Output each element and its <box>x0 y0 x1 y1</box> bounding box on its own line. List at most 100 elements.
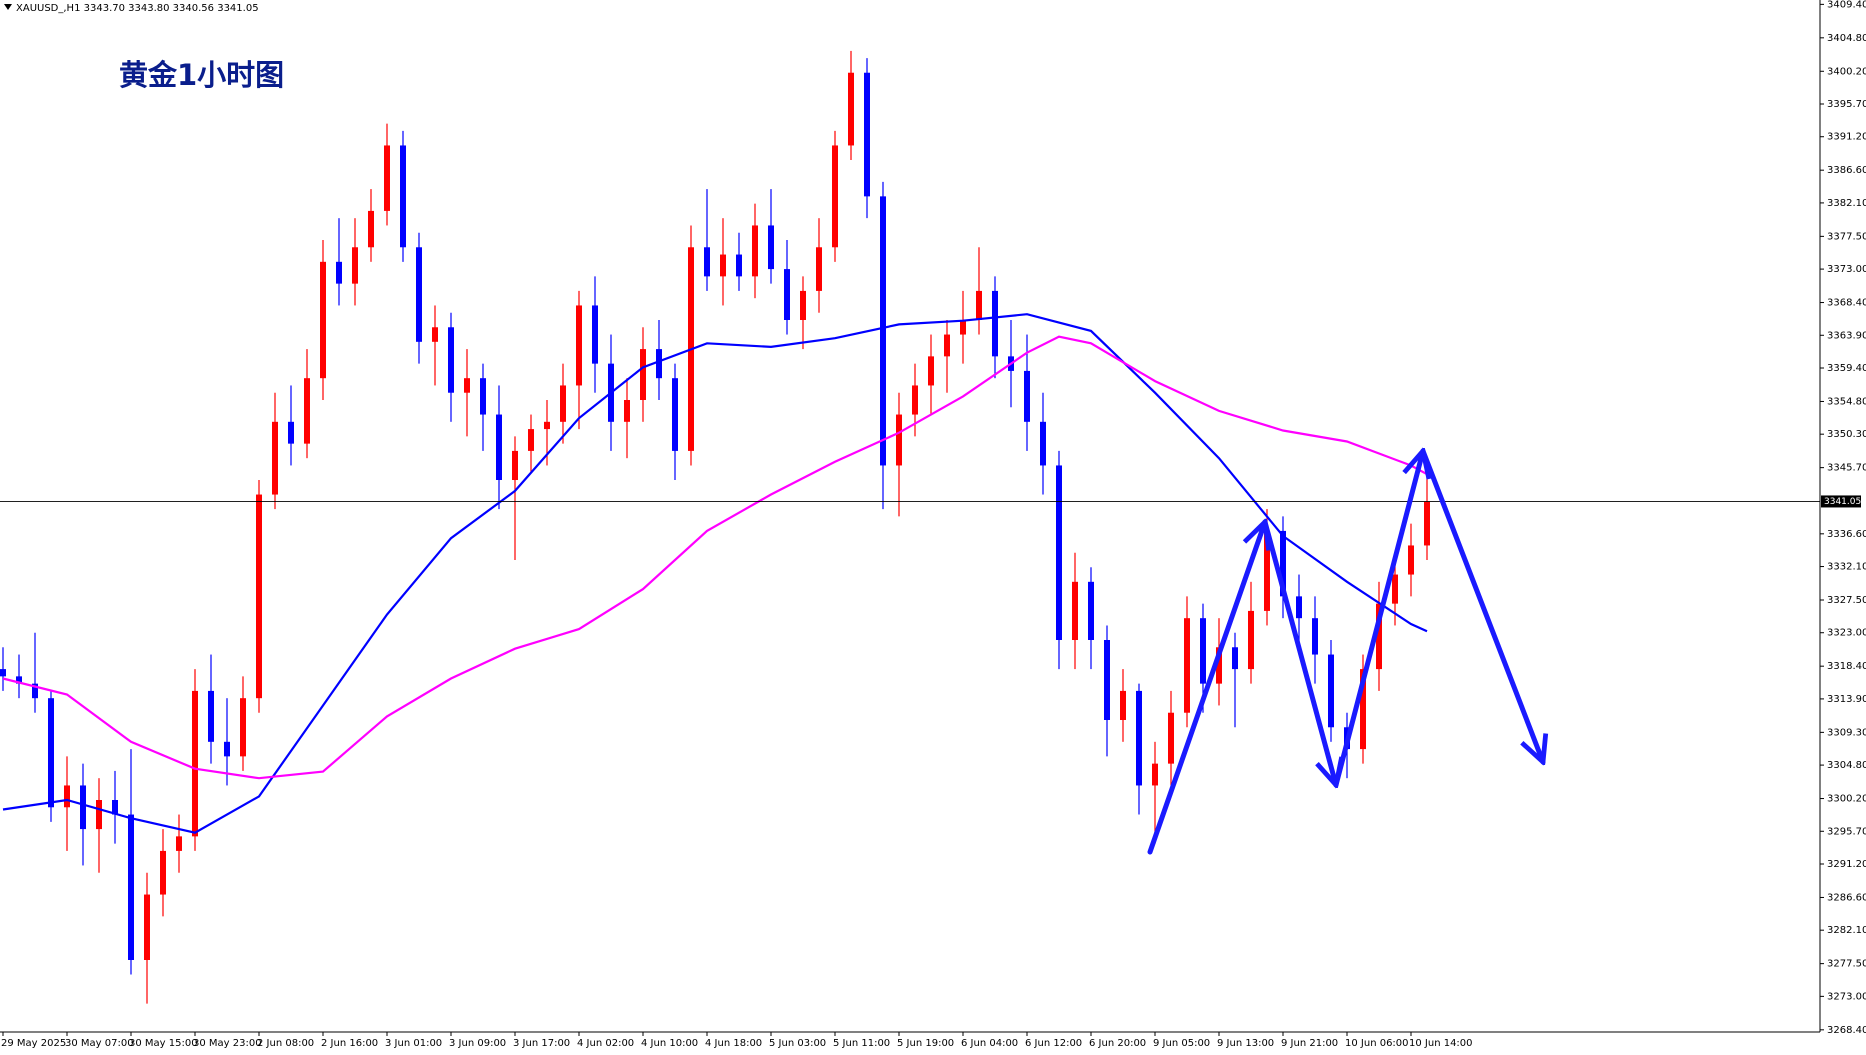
candle-body <box>896 414 902 466</box>
x-tick-label: 4 Jun 18:00 <box>705 1038 762 1049</box>
candle-body <box>288 421 294 444</box>
x-tick-label: 10 Jun 14:00 <box>1409 1038 1473 1049</box>
x-tick-label: 5 Jun 03:00 <box>769 1038 826 1049</box>
candle-body <box>544 421 550 430</box>
y-tick-label: 3318.40 <box>1827 661 1866 672</box>
candle-body <box>1376 603 1382 670</box>
candle-body <box>224 741 230 757</box>
y-tick-label: 3291.20 <box>1827 859 1866 870</box>
chart-header: XAUUSD_,H1 3343.70 3343.80 3340.56 3341.… <box>16 3 259 14</box>
candle-body <box>528 429 534 451</box>
candle-body <box>256 494 262 699</box>
candle-body <box>128 814 134 960</box>
arrow <box>1420 448 1543 762</box>
candle-body <box>1360 669 1366 750</box>
arrow <box>1147 522 1265 855</box>
y-tick-label: 3377.50 <box>1827 231 1866 242</box>
y-tick-label: 3313.90 <box>1827 694 1866 705</box>
candle-body <box>1392 574 1398 604</box>
candle-body <box>1184 618 1190 713</box>
candle-body <box>1280 530 1286 597</box>
candle-body <box>864 72 870 197</box>
candle-body <box>112 800 118 815</box>
candle-body <box>848 72 854 146</box>
candle-body <box>816 247 822 291</box>
candle-body <box>240 698 246 757</box>
x-tick-label: 3 Jun 09:00 <box>449 1038 506 1049</box>
candle-body <box>1104 640 1110 720</box>
candle-body <box>272 421 278 495</box>
y-tick-label: 3332.10 <box>1827 562 1866 573</box>
candle-body <box>304 378 310 444</box>
candle-body <box>1408 545 1414 575</box>
candle-body <box>368 210 374 248</box>
candle-body <box>1040 421 1046 466</box>
candle-body <box>432 327 438 342</box>
y-tick-label: 3268.40 <box>1827 1025 1866 1036</box>
x-tick-label: 3 Jun 17:00 <box>513 1038 570 1049</box>
candle-body <box>1216 647 1222 684</box>
moving-average-line <box>2 313 1428 834</box>
candle-body <box>1312 618 1318 655</box>
candle-body <box>512 450 518 480</box>
y-tick-label: 3277.50 <box>1827 959 1866 970</box>
candle-body <box>1328 654 1334 728</box>
x-tick-label: 6 Jun 20:00 <box>1089 1038 1146 1049</box>
x-tick-label: 29 May 2025 <box>1 1038 66 1049</box>
x-tick-label: 30 May 15:00 <box>129 1038 198 1049</box>
candle-body <box>32 683 38 699</box>
x-tick-label: 9 Jun 21:00 <box>1281 1038 1338 1049</box>
candle-body <box>160 850 166 895</box>
candle-body <box>1152 763 1158 786</box>
x-tick-label: 5 Jun 19:00 <box>897 1038 954 1049</box>
y-tick-label: 3309.30 <box>1827 727 1866 738</box>
y-tick-label: 3273.00 <box>1827 991 1866 1002</box>
candle-body <box>176 836 182 851</box>
y-tick-label: 3382.10 <box>1827 198 1866 209</box>
candle-body <box>192 690 198 837</box>
candle-body <box>928 356 934 386</box>
candle-body <box>960 320 966 335</box>
y-tick-label: 3354.80 <box>1827 396 1866 407</box>
y-tick-label: 3391.20 <box>1827 132 1866 143</box>
candle-body <box>752 225 758 277</box>
y-tick-label: 3409.40 <box>1827 0 1866 10</box>
x-tick-label: 6 Jun 12:00 <box>1025 1038 1082 1049</box>
last-price-label: 3341.05 <box>1824 497 1861 507</box>
candle-body <box>1232 647 1238 670</box>
candle-body <box>48 698 54 808</box>
y-tick-label: 3286.60 <box>1827 892 1866 903</box>
chart-title: 黄金1小时图 <box>119 58 284 92</box>
y-tick-label: 3345.70 <box>1827 463 1866 474</box>
candle-body <box>320 261 326 379</box>
y-tick-label: 3395.70 <box>1827 99 1866 110</box>
x-tick-label: 6 Jun 04:00 <box>961 1038 1018 1049</box>
x-tick-label: 10 Jun 06:00 <box>1345 1038 1409 1049</box>
candle-body <box>16 676 22 684</box>
y-tick-label: 3323.00 <box>1827 628 1866 639</box>
candle-body <box>64 785 70 808</box>
candle-body <box>656 349 662 379</box>
candle-body <box>352 247 358 284</box>
candle-body <box>0 669 6 677</box>
candle-body <box>768 225 774 270</box>
x-tick-label: 4 Jun 10:00 <box>641 1038 698 1049</box>
x-tick-label: 5 Jun 11:00 <box>833 1038 890 1049</box>
candle-body <box>672 378 678 451</box>
x-tick-label: 9 Jun 13:00 <box>1217 1038 1274 1049</box>
candle-body <box>800 290 806 320</box>
y-tick-label: 3327.50 <box>1827 595 1866 606</box>
candle-body <box>592 305 598 364</box>
symbol-icon <box>4 4 12 10</box>
candle-body <box>880 196 886 466</box>
candle-body <box>336 261 342 284</box>
x-tick-label: 2 Jun 08:00 <box>257 1038 314 1049</box>
y-tick-label: 3300.20 <box>1827 794 1866 805</box>
candle-body <box>576 305 582 386</box>
y-tick-label: 3386.60 <box>1827 165 1866 176</box>
x-tick-label: 3 Jun 01:00 <box>385 1038 442 1049</box>
candle-body <box>640 349 646 400</box>
candle-body <box>1424 501 1430 546</box>
